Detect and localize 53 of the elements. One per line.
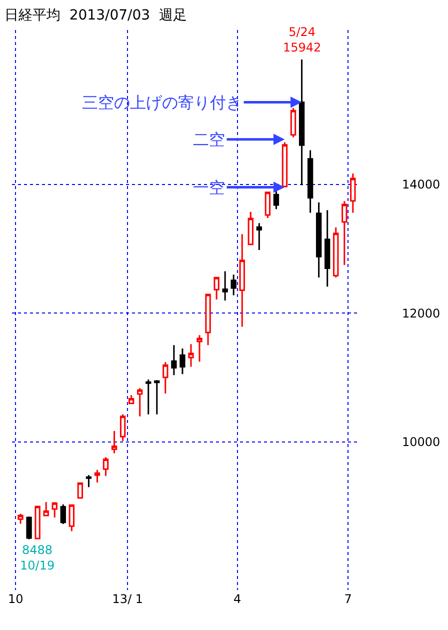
candlestick	[146, 378, 152, 416]
candlestick	[264, 192, 271, 219]
candlestick	[214, 276, 220, 300]
candlestick	[26, 516, 32, 540]
candlestick	[102, 456, 109, 477]
candlestick	[162, 361, 168, 394]
candlestick	[324, 209, 330, 288]
candlestick	[333, 226, 339, 278]
candlestick	[52, 501, 58, 518]
candlestick	[120, 414, 126, 442]
candlestick	[222, 270, 228, 302]
y-tick-label: 14000	[402, 178, 440, 192]
y-tick-label: 10000	[402, 435, 440, 450]
candlestick	[196, 334, 202, 362]
candlestick	[290, 107, 296, 138]
x-tick-label: 7	[344, 592, 352, 606]
candlestick	[239, 233, 245, 328]
candlestick	[273, 190, 280, 210]
candlestick	[171, 344, 177, 376]
candlestick	[68, 504, 74, 532]
annotation: 8488 10/19	[20, 543, 55, 573]
candlestick	[230, 274, 236, 296]
candlestick	[137, 387, 143, 418]
candlestick	[86, 474, 92, 488]
x-tick-label: 4	[233, 592, 242, 606]
annotation: 5/24 15942	[283, 25, 322, 55]
annotation: 一空	[193, 178, 225, 197]
candlestick	[256, 222, 262, 251]
candlestick	[188, 343, 194, 368]
candlestick	[94, 469, 100, 484]
candlestick	[154, 379, 160, 416]
candlestick	[307, 149, 314, 214]
annotation: 二空	[193, 130, 225, 149]
candlestick	[111, 430, 118, 454]
x-tick-label: 13/ 1	[112, 592, 144, 606]
candlestick	[128, 394, 134, 404]
candlestick	[282, 142, 288, 188]
candlestick	[342, 200, 348, 266]
candlestick	[60, 504, 66, 525]
candlestick	[205, 294, 211, 346]
candlestick	[34, 505, 40, 540]
candlestick	[18, 513, 24, 525]
candlestick	[77, 482, 84, 499]
candlestick	[43, 501, 49, 516]
x-tick-label: 10	[8, 592, 24, 606]
candlestick	[180, 348, 186, 375]
annotation: 三空の上げの寄り付き	[82, 93, 242, 112]
candlestick	[298, 58, 305, 186]
candlestick	[316, 202, 322, 278]
candlestick	[350, 172, 356, 214]
chart-title: 日経平均 2013/07/03 週足	[4, 7, 187, 24]
y-tick-label: 12000	[402, 306, 440, 320]
candlestick	[248, 211, 254, 246]
